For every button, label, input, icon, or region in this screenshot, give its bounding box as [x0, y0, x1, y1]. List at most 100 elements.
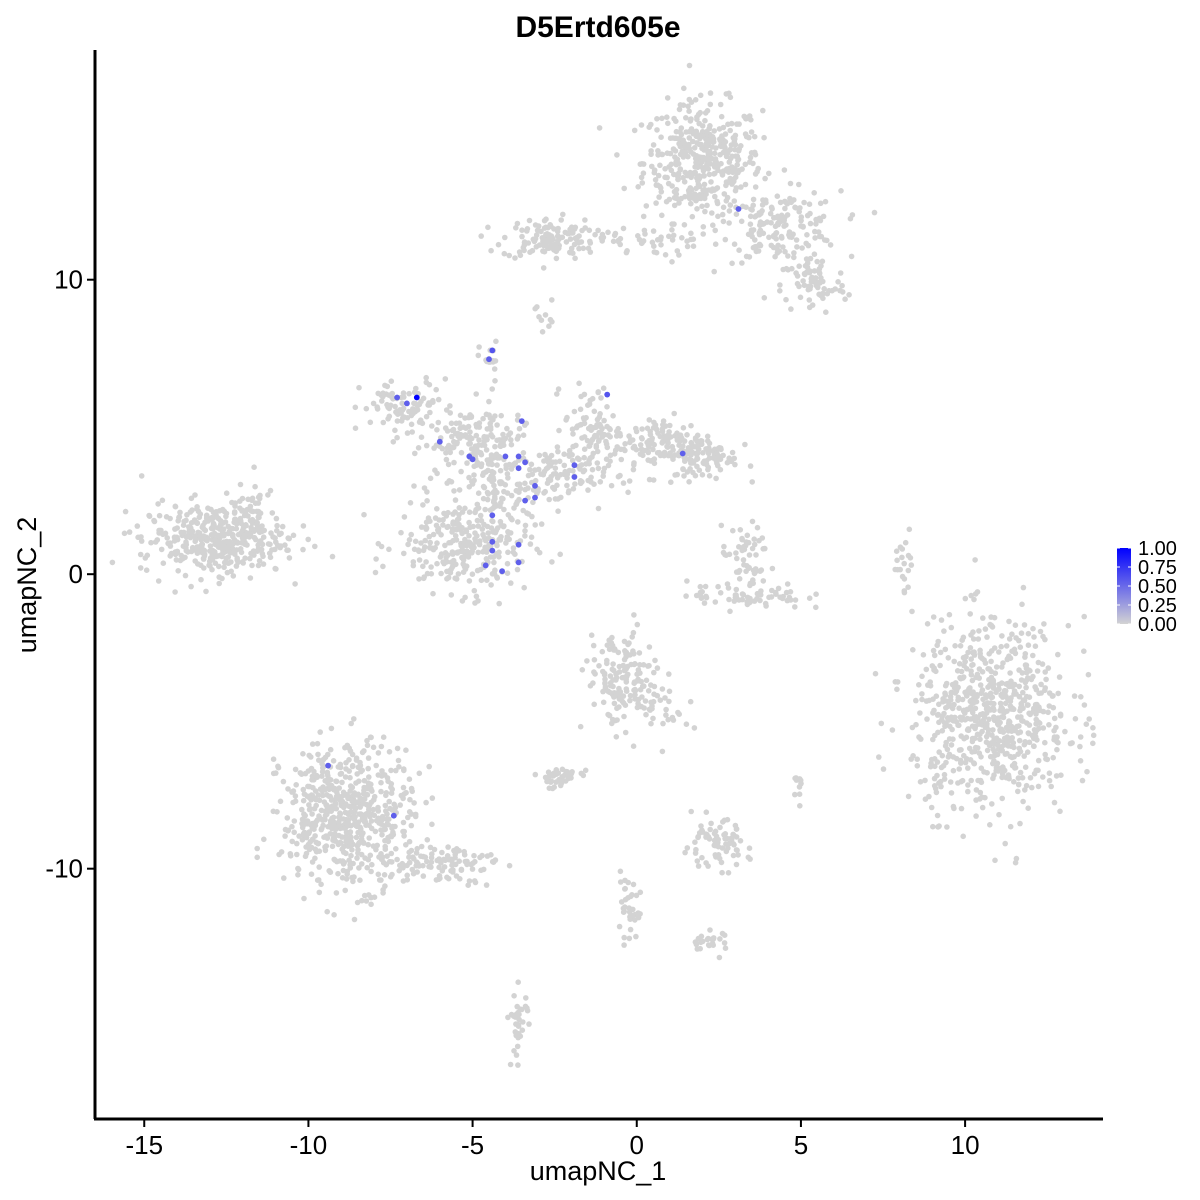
background-point	[948, 690, 954, 696]
background-point	[720, 549, 727, 556]
background-point	[559, 766, 566, 773]
background-point	[1003, 724, 1010, 731]
background-point	[717, 824, 723, 831]
background-point	[393, 846, 399, 852]
background-point	[542, 312, 549, 318]
background-point	[420, 563, 426, 570]
y-axis-label: umapNC_2	[12, 517, 42, 654]
background-point	[751, 541, 758, 548]
background-point	[977, 731, 983, 738]
background-point	[385, 838, 392, 845]
background-point	[652, 657, 658, 664]
background-point	[423, 525, 430, 531]
background-point	[339, 779, 345, 786]
background-point	[753, 213, 759, 219]
background-point	[382, 843, 389, 850]
background-point	[289, 823, 295, 830]
background-point	[399, 400, 406, 407]
background-point	[453, 420, 460, 427]
background-point	[388, 790, 395, 796]
background-point	[1043, 676, 1049, 683]
background-point	[450, 551, 456, 557]
background-point	[427, 409, 433, 416]
background-point	[703, 809, 710, 815]
background-point	[617, 868, 624, 875]
background-point	[498, 522, 505, 528]
background-point	[312, 543, 318, 550]
background-point	[383, 816, 390, 822]
background-point	[451, 488, 457, 494]
background-point	[511, 461, 517, 468]
background-point	[591, 669, 597, 675]
background-point	[755, 591, 761, 597]
background-point	[657, 183, 663, 190]
expressing-point	[522, 497, 528, 504]
background-point	[414, 407, 421, 413]
background-point	[638, 122, 645, 128]
background-point	[484, 577, 490, 583]
background-point	[423, 559, 429, 565]
background-point	[470, 523, 477, 530]
background-point	[636, 650, 643, 656]
background-point	[958, 805, 965, 812]
background-point	[927, 763, 934, 770]
background-point	[623, 249, 630, 256]
background-point	[606, 712, 613, 719]
background-point	[628, 437, 634, 443]
background-point	[711, 268, 717, 275]
background-point	[361, 790, 368, 797]
background-point	[388, 784, 394, 791]
background-point	[508, 580, 514, 586]
background-point	[934, 812, 941, 819]
background-point	[380, 390, 386, 397]
background-point	[791, 197, 797, 203]
background-point	[596, 663, 602, 669]
background-point	[346, 857, 352, 864]
background-point	[341, 792, 348, 798]
background-point	[327, 746, 334, 753]
background-point	[962, 717, 968, 723]
background-point	[639, 436, 645, 442]
background-point	[937, 649, 944, 656]
background-point	[739, 547, 745, 554]
background-point	[413, 385, 419, 392]
background-point	[319, 817, 326, 823]
background-point	[439, 849, 445, 856]
background-point	[611, 232, 618, 239]
background-point	[1023, 684, 1029, 691]
background-point	[1008, 736, 1015, 743]
background-point	[657, 162, 663, 169]
background-point	[614, 152, 620, 158]
background-point	[303, 834, 310, 841]
background-point	[671, 221, 677, 227]
background-point	[1011, 779, 1017, 785]
background-point	[979, 687, 986, 693]
background-point	[200, 556, 207, 562]
background-point	[423, 519, 430, 525]
background-point	[979, 655, 985, 662]
background-point	[1046, 777, 1053, 784]
chart-title: D5Ertd605e	[515, 11, 680, 44]
background-point	[195, 508, 202, 515]
background-point	[270, 534, 276, 540]
background-point	[204, 537, 210, 544]
background-point	[502, 482, 509, 488]
background-point	[759, 208, 765, 214]
background-point	[976, 628, 982, 634]
background-point	[1006, 653, 1012, 659]
background-point	[737, 527, 744, 533]
background-point	[563, 239, 570, 245]
background-point	[719, 133, 725, 139]
background-point	[965, 765, 971, 771]
background-point	[429, 821, 435, 828]
background-point	[424, 837, 431, 843]
background-point	[611, 700, 618, 707]
background-point	[578, 393, 584, 400]
background-point	[806, 201, 813, 207]
background-point	[800, 223, 806, 230]
background-point	[365, 765, 372, 772]
background-point	[434, 506, 440, 512]
background-point	[558, 217, 564, 223]
background-point	[556, 427, 562, 434]
background-point	[749, 207, 755, 213]
